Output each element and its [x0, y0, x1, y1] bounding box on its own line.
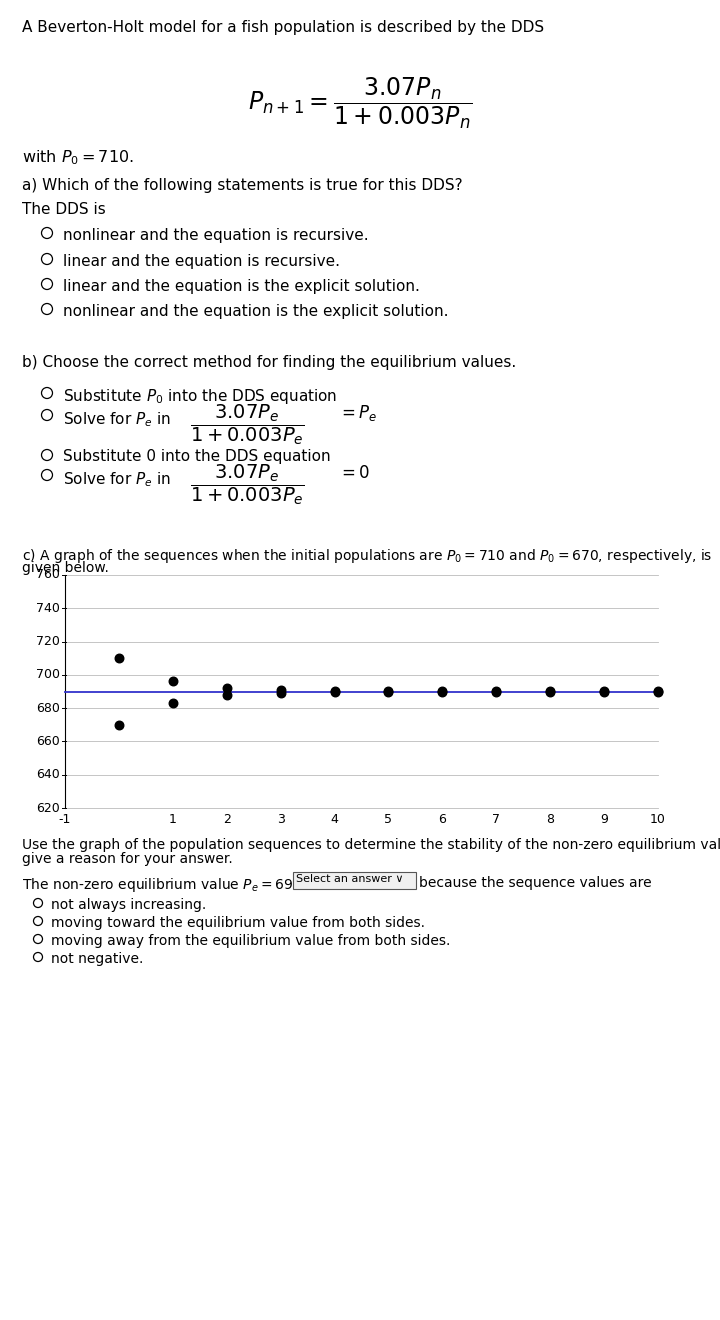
- Text: The non-zero equilibrium value $P_e = 690$ is: The non-zero equilibrium value $P_e = 69…: [22, 876, 318, 894]
- Point: [329, 681, 341, 702]
- Point: [167, 692, 179, 713]
- Point: [113, 714, 125, 735]
- Circle shape: [42, 409, 53, 421]
- Text: 740: 740: [36, 602, 60, 615]
- Point: [598, 681, 610, 702]
- Text: Select an answer ∨: Select an answer ∨: [296, 874, 403, 884]
- Text: 680: 680: [36, 702, 60, 714]
- Text: not always increasing.: not always increasing.: [51, 898, 206, 912]
- Circle shape: [42, 450, 53, 461]
- Point: [544, 681, 556, 702]
- Point: [383, 681, 395, 702]
- Point: [652, 681, 664, 702]
- Text: A Beverton-Holt model for a fish population is described by the DDS: A Beverton-Holt model for a fish populat…: [22, 20, 544, 36]
- Point: [167, 671, 179, 692]
- Point: [436, 681, 448, 702]
- Text: 640: 640: [36, 768, 60, 781]
- Point: [329, 681, 341, 702]
- Point: [544, 681, 556, 702]
- Text: The DDS is: The DDS is: [22, 202, 106, 216]
- Text: 7: 7: [492, 813, 500, 826]
- Text: $\dfrac{3.07P_e}{1+0.003P_e}$: $\dfrac{3.07P_e}{1+0.003P_e}$: [190, 403, 305, 446]
- Text: 6: 6: [438, 813, 446, 826]
- Point: [221, 677, 233, 698]
- Text: 660: 660: [36, 735, 60, 748]
- Text: Substitute 0 into the DDS equation: Substitute 0 into the DDS equation: [63, 449, 330, 465]
- Text: 4: 4: [330, 813, 338, 826]
- Text: $= 0$: $= 0$: [338, 465, 370, 482]
- Text: Solve for $P_e$ in: Solve for $P_e$ in: [63, 470, 171, 488]
- Text: -1: -1: [59, 813, 71, 826]
- Text: given below.: given below.: [22, 561, 109, 576]
- Circle shape: [34, 935, 42, 944]
- Text: because the sequence values are: because the sequence values are: [419, 876, 652, 890]
- Text: nonlinear and the equation is recursive.: nonlinear and the equation is recursive.: [63, 228, 369, 243]
- Text: $= P_e$: $= P_e$: [338, 403, 377, 422]
- Text: Solve for $P_e$ in: Solve for $P_e$ in: [63, 411, 171, 429]
- Circle shape: [42, 279, 53, 289]
- Point: [490, 681, 502, 702]
- Point: [275, 680, 287, 701]
- Text: 1: 1: [169, 813, 176, 826]
- Text: Substitute $P_0$ into the DDS equation: Substitute $P_0$ into the DDS equation: [63, 387, 337, 407]
- Point: [275, 682, 287, 704]
- Point: [652, 681, 664, 702]
- Point: [221, 685, 233, 706]
- Text: moving toward the equilibrium value from both sides.: moving toward the equilibrium value from…: [51, 916, 425, 931]
- Circle shape: [42, 470, 53, 480]
- Text: with $P_0 = 710$.: with $P_0 = 710$.: [22, 148, 134, 166]
- Point: [436, 681, 448, 702]
- Text: moving away from the equilibrium value from both sides.: moving away from the equilibrium value f…: [51, 935, 451, 948]
- Text: 700: 700: [36, 668, 60, 681]
- Text: 8: 8: [546, 813, 554, 826]
- Text: 9: 9: [600, 813, 608, 826]
- Text: give a reason for your answer.: give a reason for your answer.: [22, 851, 233, 866]
- Text: Use the graph of the population sequences to determine the stability of the non-: Use the graph of the population sequence…: [22, 838, 720, 851]
- Text: nonlinear and the equation is the explicit solution.: nonlinear and the equation is the explic…: [63, 304, 449, 319]
- Circle shape: [42, 253, 53, 264]
- Text: 5: 5: [384, 813, 392, 826]
- Text: $\dfrac{3.07P_e}{1+0.003P_e}$: $\dfrac{3.07P_e}{1+0.003P_e}$: [190, 462, 305, 507]
- Circle shape: [42, 304, 53, 314]
- Text: 10: 10: [650, 813, 666, 826]
- Text: a) Which of the following statements is true for this DDS?: a) Which of the following statements is …: [22, 178, 463, 193]
- Text: 3: 3: [276, 813, 284, 826]
- Text: not negative.: not negative.: [51, 952, 143, 966]
- Text: 2: 2: [222, 813, 230, 826]
- Circle shape: [42, 388, 53, 399]
- FancyBboxPatch shape: [292, 871, 415, 888]
- Text: 760: 760: [36, 569, 60, 582]
- Point: [383, 681, 395, 702]
- Text: linear and the equation is recursive.: linear and the equation is recursive.: [63, 253, 340, 269]
- Point: [490, 681, 502, 702]
- Text: 620: 620: [36, 801, 60, 814]
- Circle shape: [34, 916, 42, 925]
- Text: 720: 720: [36, 635, 60, 648]
- Text: $P_{n+1} = \dfrac{3.07P_n}{1 + 0.003P_n}$: $P_{n+1} = \dfrac{3.07P_n}{1 + 0.003P_n}…: [248, 75, 472, 131]
- Circle shape: [34, 953, 42, 961]
- Text: c) A graph of the sequences when the initial populations are $P_0 = 710$ and $P_: c) A graph of the sequences when the ini…: [22, 546, 713, 565]
- Text: b) Choose the correct method for finding the equilibrium values.: b) Choose the correct method for finding…: [22, 355, 516, 370]
- Point: [113, 648, 125, 669]
- Text: linear and the equation is the explicit solution.: linear and the equation is the explicit …: [63, 279, 420, 294]
- Point: [598, 681, 610, 702]
- Circle shape: [34, 899, 42, 908]
- Circle shape: [42, 227, 53, 239]
